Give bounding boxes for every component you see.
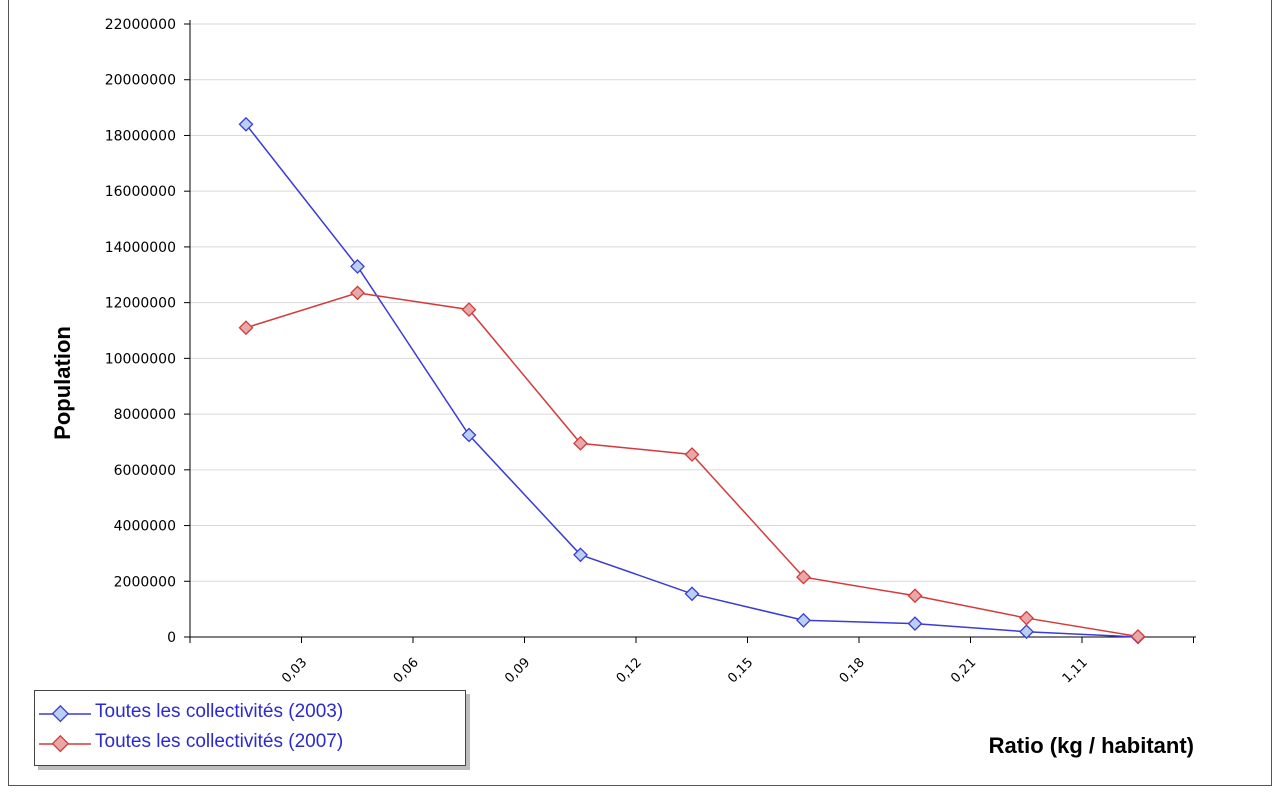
gridlines <box>190 23 1196 582</box>
series-line-0 <box>245 123 1139 638</box>
y-tick-label: 18000000 <box>105 128 176 144</box>
data-point <box>573 435 588 451</box>
x-tick-label: 0,09 <box>502 655 533 686</box>
x-tick-label: 0,21 <box>948 655 979 686</box>
data-point <box>238 116 254 132</box>
x-tick-label: 0,06 <box>391 655 422 686</box>
x-tick-label: 1,11 <box>1060 655 1091 686</box>
y-tick-label: 20000000 <box>105 73 176 89</box>
data-point <box>573 547 588 563</box>
y-tick-label: 8000000 <box>114 407 176 423</box>
data-point <box>461 302 477 318</box>
y-tick-label: 16000000 <box>105 184 176 200</box>
y-tick-labels: 0 2000000 4000000 6000000 8000000 10000000 120… <box>105 17 176 646</box>
chart-frame <box>8 0 1272 786</box>
series-lines <box>238 116 1146 645</box>
y-axis-label: Population <box>50 326 75 440</box>
axes <box>184 20 1196 643</box>
data-point <box>907 616 923 632</box>
data-point <box>461 427 477 443</box>
x-tick-labels: 0,03 0,06 0,09 0,12 0,15 0,18 0,21 1,11 <box>279 655 1091 686</box>
data-point <box>1019 610 1034 626</box>
y-tick-label: 14000000 <box>105 240 176 256</box>
data-point <box>1130 629 1146 644</box>
legend-marker-2007 <box>39 734 91 753</box>
y-tick-label: 12000000 <box>105 296 176 312</box>
legend: Toutes les collectivités (2003) Toutes l… <box>34 690 466 766</box>
y-tick-label: 10000000 <box>105 351 176 367</box>
data-point <box>684 447 700 462</box>
data-point <box>350 258 365 274</box>
series-line-1 <box>245 292 1139 638</box>
x-tick-label: 0,12 <box>614 655 645 686</box>
data-point <box>1019 624 1034 640</box>
y-tick-label: 6000000 <box>114 463 176 479</box>
data-point <box>796 612 811 628</box>
legend-item-2003: Toutes les collectivités (2003) <box>35 699 465 727</box>
data-point <box>796 569 811 585</box>
x-tick-label: 0,03 <box>279 655 310 686</box>
legend-marker-2003 <box>39 704 91 723</box>
x-tick-label: 0,15 <box>725 655 756 686</box>
data-point <box>350 285 365 301</box>
legend-item-2007: Toutes les collectivités (2007) <box>35 729 465 757</box>
legend-label-2003: Toutes les collectivités (2003) <box>95 701 344 722</box>
y-tick-label: 2000000 <box>114 574 176 590</box>
y-tick-label: 4000000 <box>114 519 176 535</box>
x-tick-label: 0,18 <box>837 655 868 686</box>
y-tick-label: 22000000 <box>105 17 176 33</box>
data-point <box>684 586 700 602</box>
data-point <box>907 588 923 604</box>
x-axis-label: Ratio (kg / habitant) <box>989 733 1194 758</box>
legend-label-2007: Toutes les collectivités (2007) <box>95 731 344 752</box>
y-tick-label: 0 <box>167 630 176 646</box>
data-point <box>238 320 254 336</box>
